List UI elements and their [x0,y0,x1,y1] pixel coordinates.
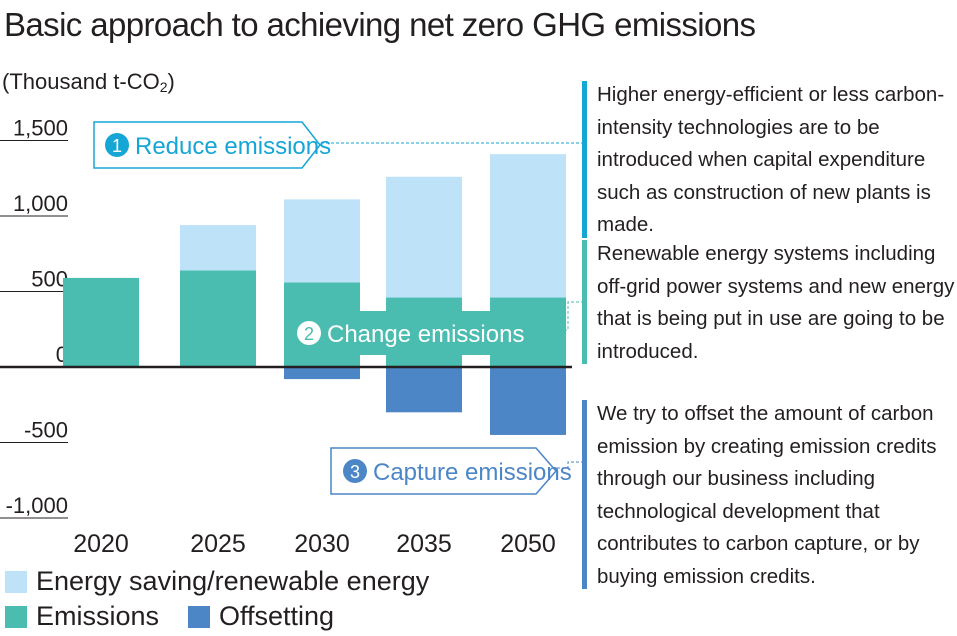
callout-number: 3 [350,462,360,482]
x-tick-label: 2020 [73,530,129,558]
legend-swatch-energy-saving [5,570,27,593]
y-tick-label: 1,000 [13,191,68,216]
y-tick-label: -1,000 [6,493,68,518]
legend-swatch-offsetting [188,605,210,628]
callout-number-circle [105,133,129,157]
bar-energy-saving-2030 [284,199,360,283]
callout-number: 2 [304,324,314,344]
callout-leader-line [529,301,583,331]
legend-item-emissions: Emissions [5,601,159,632]
bar-energy-saving-2050 [490,154,566,298]
callout-number-circle [343,459,367,483]
x-tick-label: 2050 [500,530,556,558]
callout-label: Capture emissions [373,459,572,486]
unit-label: (Thousand t-CO2) [2,69,175,95]
bar-emissions-2020 [63,277,139,367]
bar-energy-saving-2025 [180,225,256,271]
x-tick-label: 2025 [190,530,246,558]
legend-label: Offsetting [219,601,335,631]
bar-emissions-2025 [180,270,256,367]
bar-offsetting-2050 [490,367,566,435]
legend-label: Emissions [36,601,160,631]
note-accent-bar [582,240,587,364]
note-accent-bar [582,400,587,589]
note-text: Renewable energy systems including off-g… [597,242,955,363]
callout-number-circle [297,321,321,345]
callout-leader-line [557,461,583,469]
note-text: We try to offset the amount of carbon em… [597,402,937,588]
note-reduce-emissions: Higher energy-efficient or less carbon-i… [582,79,957,242]
callout-capture-emissions: 3 Capture emissions [330,447,583,495]
legend-label: Energy saving/renewable energy [36,566,430,596]
callout-number: 1 [112,136,122,156]
y-tick-label: 500 [31,267,68,292]
callout-change-emissions: 2 Change emissions [285,301,583,355]
callout-label: Change emissions [327,321,524,348]
note-change-emissions: Renewable energy systems including off-g… [582,238,957,368]
y-tick-label: 1,500 [13,116,68,141]
callout-label: Reduce emissions [135,133,331,160]
callout-reduce-emissions: 1 Reduce emissions [93,121,583,169]
legend-item-energy-saving: Energy saving/renewable energy [5,566,429,597]
x-tick-label: 2030 [294,530,350,558]
chart-title: Basic approach to achieving net zero GHG… [4,6,756,43]
note-capture-emissions: We try to offset the amount of carbon em… [582,398,957,593]
legend-swatch-emissions [5,605,27,628]
y-tick-label: -500 [24,418,68,443]
note-text: Higher energy-efficient or less carbon-i… [597,83,945,236]
x-tick-label: 2035 [396,530,452,558]
bar-offsetting-2030 [284,367,360,380]
bar-offsetting-2035 [386,367,462,413]
legend-item-offsetting: Offsetting [188,601,334,632]
bar-energy-saving-2035 [386,176,462,298]
note-accent-bar [582,81,587,238]
